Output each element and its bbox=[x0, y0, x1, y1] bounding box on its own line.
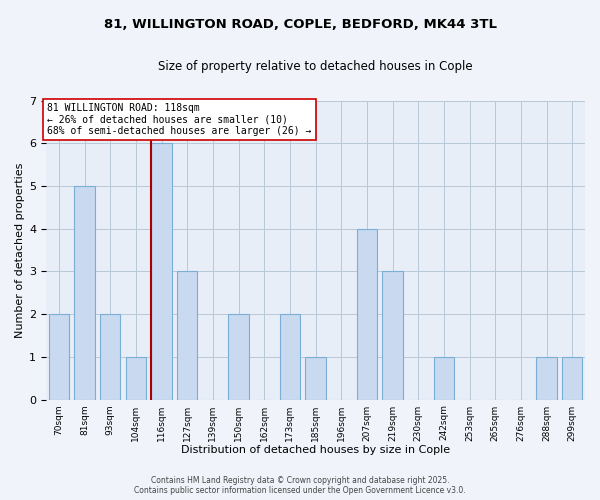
X-axis label: Distribution of detached houses by size in Cople: Distribution of detached houses by size … bbox=[181, 445, 450, 455]
Bar bbox=[125, 357, 146, 400]
Bar bbox=[74, 186, 95, 400]
Bar bbox=[356, 228, 377, 400]
Text: Contains HM Land Registry data © Crown copyright and database right 2025.
Contai: Contains HM Land Registry data © Crown c… bbox=[134, 476, 466, 495]
Text: 81, WILLINGTON ROAD, COPLE, BEDFORD, MK44 3TL: 81, WILLINGTON ROAD, COPLE, BEDFORD, MK4… bbox=[104, 18, 497, 30]
Bar bbox=[382, 272, 403, 400]
Bar bbox=[280, 314, 300, 400]
Text: 81 WILLINGTON ROAD: 118sqm
← 26% of detached houses are smaller (10)
68% of semi: 81 WILLINGTON ROAD: 118sqm ← 26% of deta… bbox=[47, 102, 311, 136]
Bar bbox=[100, 314, 121, 400]
Bar bbox=[177, 272, 197, 400]
Bar bbox=[536, 357, 557, 400]
Title: Size of property relative to detached houses in Cople: Size of property relative to detached ho… bbox=[158, 60, 473, 73]
Bar bbox=[305, 357, 326, 400]
Bar bbox=[434, 357, 454, 400]
Y-axis label: Number of detached properties: Number of detached properties bbox=[15, 162, 25, 338]
Bar bbox=[49, 314, 69, 400]
Bar bbox=[151, 144, 172, 400]
Bar bbox=[562, 357, 583, 400]
Bar bbox=[228, 314, 249, 400]
